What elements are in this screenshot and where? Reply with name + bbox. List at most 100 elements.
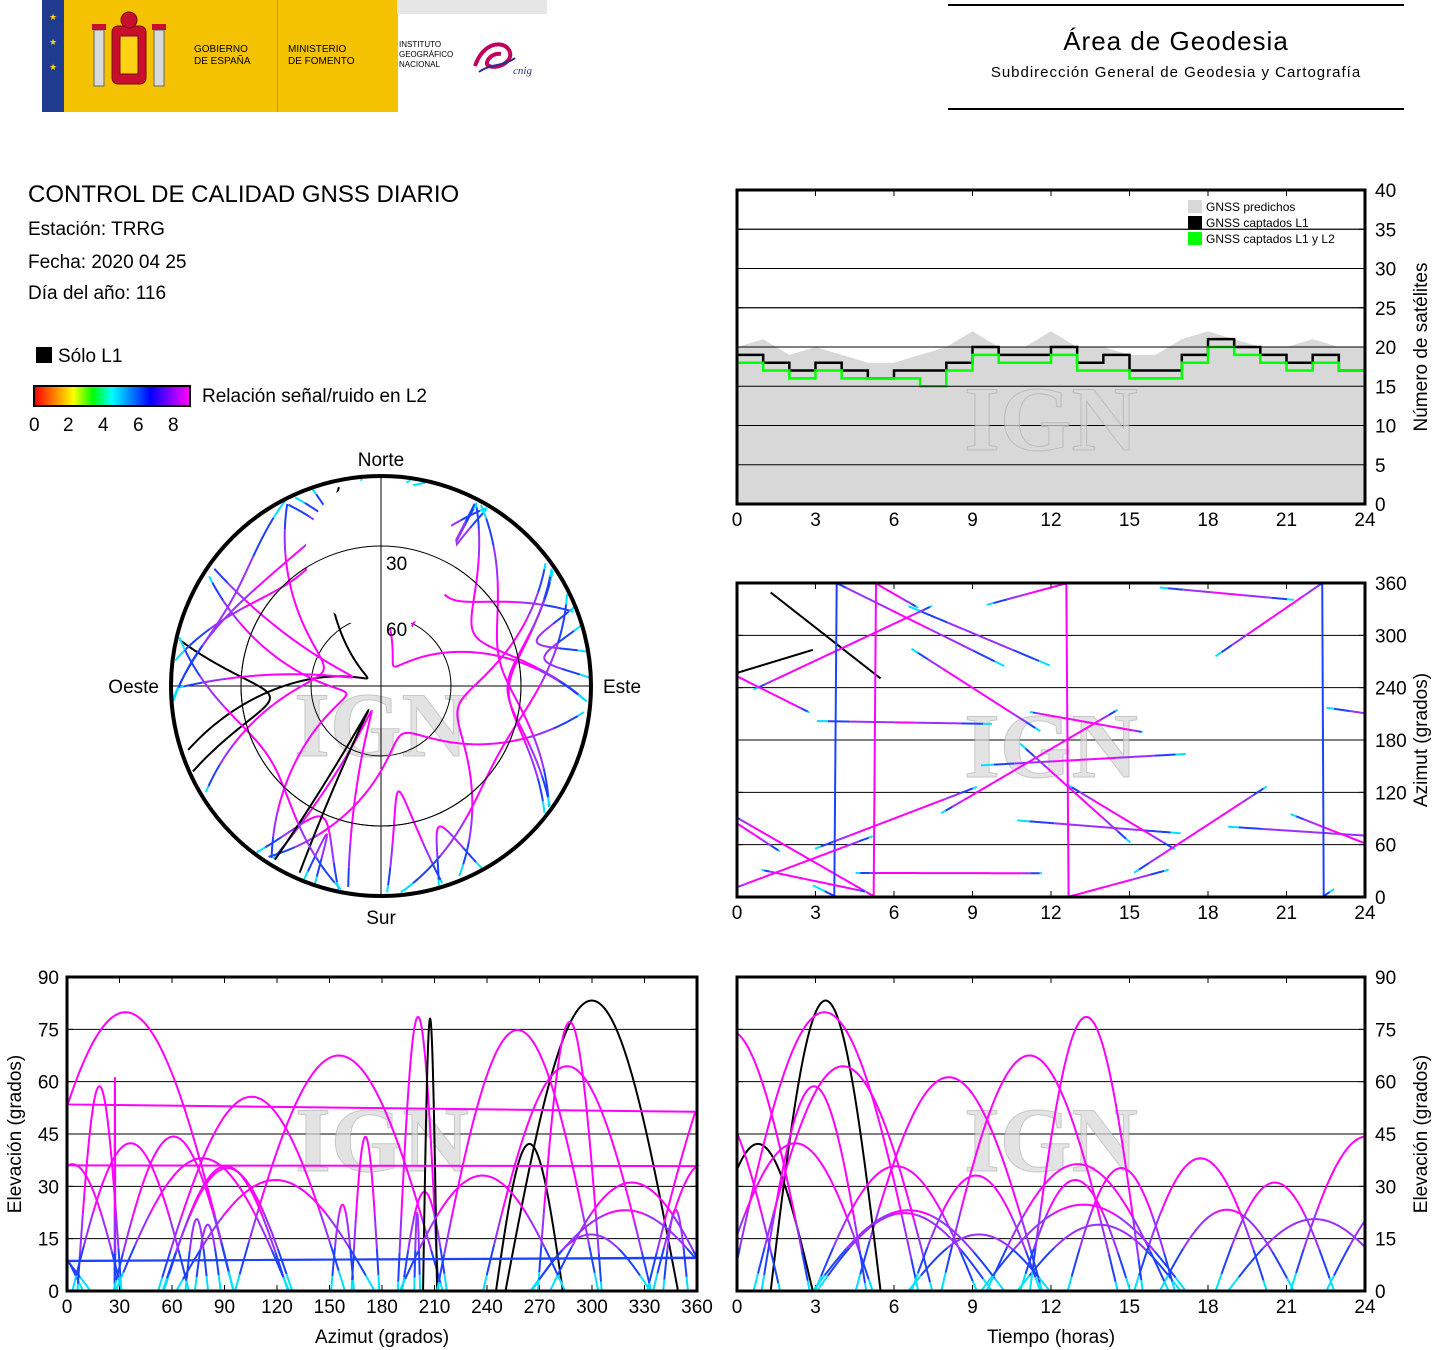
satellite-track <box>1325 1275 1335 1292</box>
satellite-track <box>859 889 866 893</box>
satellite-track <box>1046 1179 1106 1217</box>
satellite-track <box>910 1258 917 1281</box>
satellite-track <box>644 1213 688 1249</box>
satellite-track <box>199 1216 224 1250</box>
satellite-track <box>205 1275 210 1292</box>
satellite-track <box>1020 1216 1032 1250</box>
satellite-track <box>443 1218 453 1255</box>
satellite-track <box>915 605 919 609</box>
x-tick-label: 24 <box>1354 510 1376 531</box>
gov-line1: GOBIERNO <box>194 44 248 55</box>
satellite-track <box>737 648 814 674</box>
satellite-track <box>403 1250 410 1278</box>
satellite-track <box>959 1252 974 1282</box>
satellite-track <box>770 1252 780 1284</box>
satellite-track <box>577 711 585 717</box>
satellite-track <box>648 1251 658 1282</box>
satellite-track <box>133 1212 152 1247</box>
satellite-track <box>1053 1223 1147 1251</box>
satellite-track <box>573 625 582 632</box>
x-tick-label: 18 <box>1197 510 1218 531</box>
satellite-track <box>552 715 579 730</box>
satellite-track <box>435 825 448 835</box>
satellite-track <box>397 1252 401 1282</box>
satellite-track <box>1231 634 1248 646</box>
satellite-track <box>1151 834 1165 844</box>
satellite-track <box>672 1215 695 1251</box>
satellite-track <box>914 1279 920 1292</box>
satellite-track <box>577 649 587 653</box>
satellite-track <box>1303 1213 1321 1250</box>
satellite-track <box>1040 712 1134 732</box>
satellite-track <box>347 867 350 887</box>
x-tick-label: 9 <box>967 1297 978 1318</box>
satellite-track <box>945 805 953 812</box>
satellite-track <box>1348 1220 1366 1247</box>
legend-l1-only: Sólo L1 <box>36 346 122 368</box>
satellite-track <box>404 1251 419 1280</box>
plot-frame <box>65 975 699 1293</box>
satellite-track <box>113 1077 117 1218</box>
satellite-track <box>506 631 532 747</box>
satellite-track <box>1214 1273 1223 1292</box>
satellite-track <box>900 1215 913 1259</box>
satellite-track <box>846 1218 861 1252</box>
satellite-track <box>1078 1210 1093 1249</box>
satellite-track <box>222 599 240 623</box>
x-tick-label: 270 <box>524 1297 556 1318</box>
satellite-track <box>311 488 317 495</box>
satellite-track <box>763 1212 775 1248</box>
satellite-track <box>504 999 680 1292</box>
satellite-track <box>179 1095 321 1219</box>
satellite-track <box>1252 787 1265 796</box>
report-title: CONTROL DE CALIDAD GNSS DIARIO <box>28 181 460 208</box>
satellite-track <box>208 575 214 584</box>
satellite-track <box>416 1213 420 1248</box>
plot-frame <box>735 581 1367 899</box>
satellite-track <box>858 836 870 843</box>
satellite-track <box>262 1217 277 1253</box>
satellite-track <box>1240 1216 1255 1251</box>
satellite-track <box>183 628 211 652</box>
satellite-track <box>941 1174 1013 1217</box>
satellite-track <box>739 818 750 826</box>
satellite-track <box>946 1233 1014 1251</box>
satellite-track <box>377 1274 381 1292</box>
satellite-track <box>908 605 922 613</box>
satellite-track <box>656 1247 666 1274</box>
satellite-track <box>917 1246 929 1274</box>
satellite-track <box>1125 838 1131 844</box>
x-tick-label: 15 <box>1119 510 1140 531</box>
ring-label-30: 30 <box>386 554 407 575</box>
satellite-track <box>253 547 303 591</box>
satellite-track <box>1182 1212 1214 1250</box>
satellite-track <box>1132 873 1151 881</box>
legend-swatch <box>1188 216 1202 229</box>
satellite-track <box>1107 1253 1117 1282</box>
satellite-track <box>175 1278 184 1292</box>
satellite-track <box>79 1276 92 1292</box>
cnig-logo-icon: cnig <box>473 42 532 77</box>
satellite-track <box>993 598 1008 605</box>
satellite-track <box>470 557 539 670</box>
satellite-track <box>1316 1135 1365 1211</box>
satellite-track <box>867 1279 874 1292</box>
satellite-track <box>760 1274 766 1292</box>
satellite-track <box>1241 1213 1273 1252</box>
satellite-track <box>1035 711 1042 715</box>
satellite-track <box>345 1214 352 1251</box>
y-tick-label: 90 <box>1375 968 1396 989</box>
x-tick-label: 3 <box>810 510 821 531</box>
satellite-track <box>453 520 467 544</box>
satellite-track <box>1238 1248 1264 1278</box>
satellite-track <box>217 1274 222 1292</box>
satellite-track <box>325 833 328 836</box>
satellite-track <box>633 1221 643 1253</box>
satellite-track <box>329 836 335 864</box>
satellite-track <box>177 644 204 688</box>
satellite-track <box>467 813 474 842</box>
satellite-track <box>398 1215 403 1253</box>
satellite-track <box>1024 1163 1134 1217</box>
